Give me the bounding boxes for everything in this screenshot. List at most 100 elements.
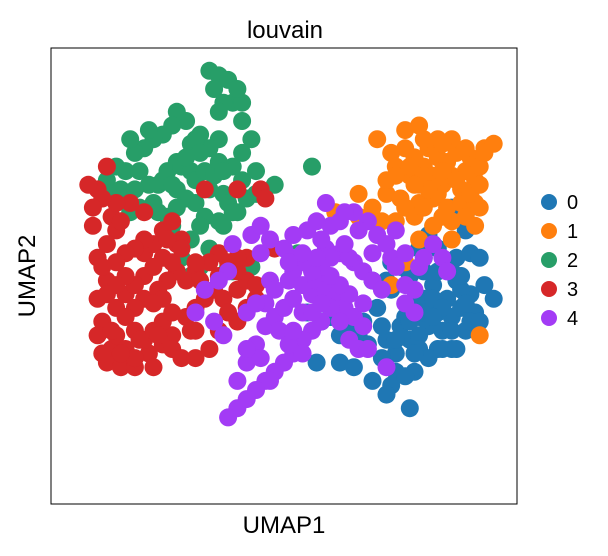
- point-cluster-4-107: [284, 321, 303, 340]
- point-cluster-4-89: [293, 244, 312, 263]
- point-cluster-4-64: [414, 248, 433, 267]
- point-cluster-1-35: [410, 116, 429, 135]
- point-cluster-0-35: [386, 330, 405, 349]
- point-cluster-4-84: [396, 244, 415, 263]
- point-cluster-3-101: [111, 344, 130, 363]
- point-cluster-4-61: [386, 257, 405, 276]
- point-cluster-0-81: [452, 267, 471, 285]
- point-cluster-4-90: [279, 253, 298, 272]
- point-cluster-1-46: [442, 230, 461, 249]
- point-cluster-1-57: [433, 207, 452, 226]
- point-cluster-2-21: [121, 130, 140, 149]
- point-cluster-0-58: [377, 385, 396, 404]
- point-cluster-3-66: [200, 340, 219, 358]
- point-cluster-4-85: [349, 221, 368, 240]
- point-cluster-4-94: [279, 335, 298, 354]
- point-cluster-4-100: [195, 280, 214, 299]
- point-cluster-1-51: [447, 171, 466, 190]
- point-cluster-3-3: [97, 235, 116, 254]
- point-cluster-3-61: [125, 349, 144, 368]
- point-cluster-4-75: [284, 226, 303, 244]
- point-cluster-0-52: [419, 349, 438, 368]
- point-cluster-0-42: [475, 276, 494, 295]
- point-cluster-4-73: [312, 230, 331, 249]
- point-cluster-1-63: [466, 216, 485, 235]
- point-cluster-0-83: [470, 248, 489, 267]
- point-cluster-1-58: [349, 184, 368, 203]
- point-cluster-4-21: [275, 239, 293, 258]
- point-cluster-1-64: [405, 175, 424, 194]
- point-cluster-1-45: [410, 230, 429, 249]
- legend-label-0: 0: [567, 192, 578, 214]
- point-cluster-3-84: [97, 157, 116, 176]
- legend-marker-3: [541, 281, 557, 297]
- point-cluster-3-100: [93, 344, 112, 363]
- point-cluster-4-68: [405, 280, 424, 299]
- point-cluster-4-88: [307, 248, 326, 267]
- point-cluster-1-61: [433, 134, 452, 153]
- point-cluster-4-56: [377, 358, 396, 377]
- point-cluster-1-67: [396, 198, 415, 217]
- point-cluster-3-42: [144, 294, 163, 313]
- legend-label-4: 4: [567, 308, 578, 330]
- point-cluster-0-79: [307, 353, 326, 372]
- point-cluster-2-59: [191, 143, 210, 162]
- point-cluster-3-64: [172, 349, 191, 368]
- point-cluster-1-41: [363, 198, 382, 217]
- point-cluster-0-56: [344, 358, 363, 377]
- point-cluster-0-59: [400, 399, 419, 418]
- legend-marker-2: [541, 252, 557, 268]
- legend: 0 1 2 3 4: [541, 192, 578, 330]
- point-cluster-2-50: [214, 216, 233, 235]
- point-cluster-2-23: [116, 162, 135, 181]
- point-cluster-0-57: [363, 371, 382, 390]
- point-cluster-3-51: [163, 212, 182, 231]
- point-cluster-0-20: [368, 298, 387, 317]
- point-cluster-4-67: [438, 262, 457, 281]
- legend-label-3: 3: [567, 279, 578, 301]
- point-cluster-3-88: [158, 230, 177, 249]
- point-cluster-1-60: [386, 166, 405, 185]
- point-cluster-4-87: [321, 248, 340, 267]
- point-cluster-2-65: [191, 216, 210, 235]
- point-cluster-2-27: [130, 162, 149, 181]
- point-cluster-2-83: [228, 80, 247, 98]
- point-cluster-2-58: [186, 130, 205, 149]
- point-cluster-4-93: [270, 321, 289, 340]
- point-cluster-4-58: [354, 294, 373, 313]
- point-cluster-0-75: [405, 344, 424, 363]
- point-cluster-3-76: [228, 248, 247, 267]
- point-cluster-1-53: [414, 198, 433, 217]
- point-cluster-3-89: [172, 239, 191, 258]
- point-cluster-3-92: [228, 180, 247, 199]
- point-cluster-2-9: [242, 130, 261, 149]
- point-cluster-4-70: [405, 303, 424, 322]
- point-cluster-4-51: [312, 294, 331, 313]
- point-cluster-2-7: [209, 102, 228, 121]
- point-cluster-3-82: [121, 194, 140, 212]
- point-cluster-3-35: [116, 308, 135, 326]
- point-cluster-3-99: [102, 321, 121, 340]
- legend-marker-1: [541, 223, 557, 239]
- point-cluster-0-50: [396, 367, 415, 386]
- point-cluster-4-82: [377, 235, 396, 254]
- point-cluster-4-99: [209, 271, 228, 290]
- point-cluster-3-79: [186, 253, 205, 272]
- point-cluster-4-2: [251, 244, 270, 263]
- point-cluster-4-55: [358, 340, 377, 358]
- point-cluster-3-65: [186, 349, 205, 368]
- point-cluster-4-104: [251, 349, 270, 368]
- point-cluster-2-5: [233, 93, 252, 112]
- point-cluster-0-43: [470, 312, 489, 331]
- point-cluster-4-0: [223, 235, 242, 254]
- point-cluster-3-53: [163, 253, 182, 272]
- point-cluster-2-78: [303, 157, 321, 176]
- point-cluster-2-51: [228, 203, 247, 222]
- point-cluster-1-34: [396, 121, 415, 140]
- point-cluster-2-8: [233, 112, 252, 130]
- point-cluster-1-47: [470, 326, 489, 345]
- point-cluster-0-40: [442, 321, 461, 340]
- point-cluster-4-48: [284, 289, 303, 308]
- point-cluster-1-33: [470, 198, 489, 217]
- point-cluster-0-34: [372, 317, 391, 336]
